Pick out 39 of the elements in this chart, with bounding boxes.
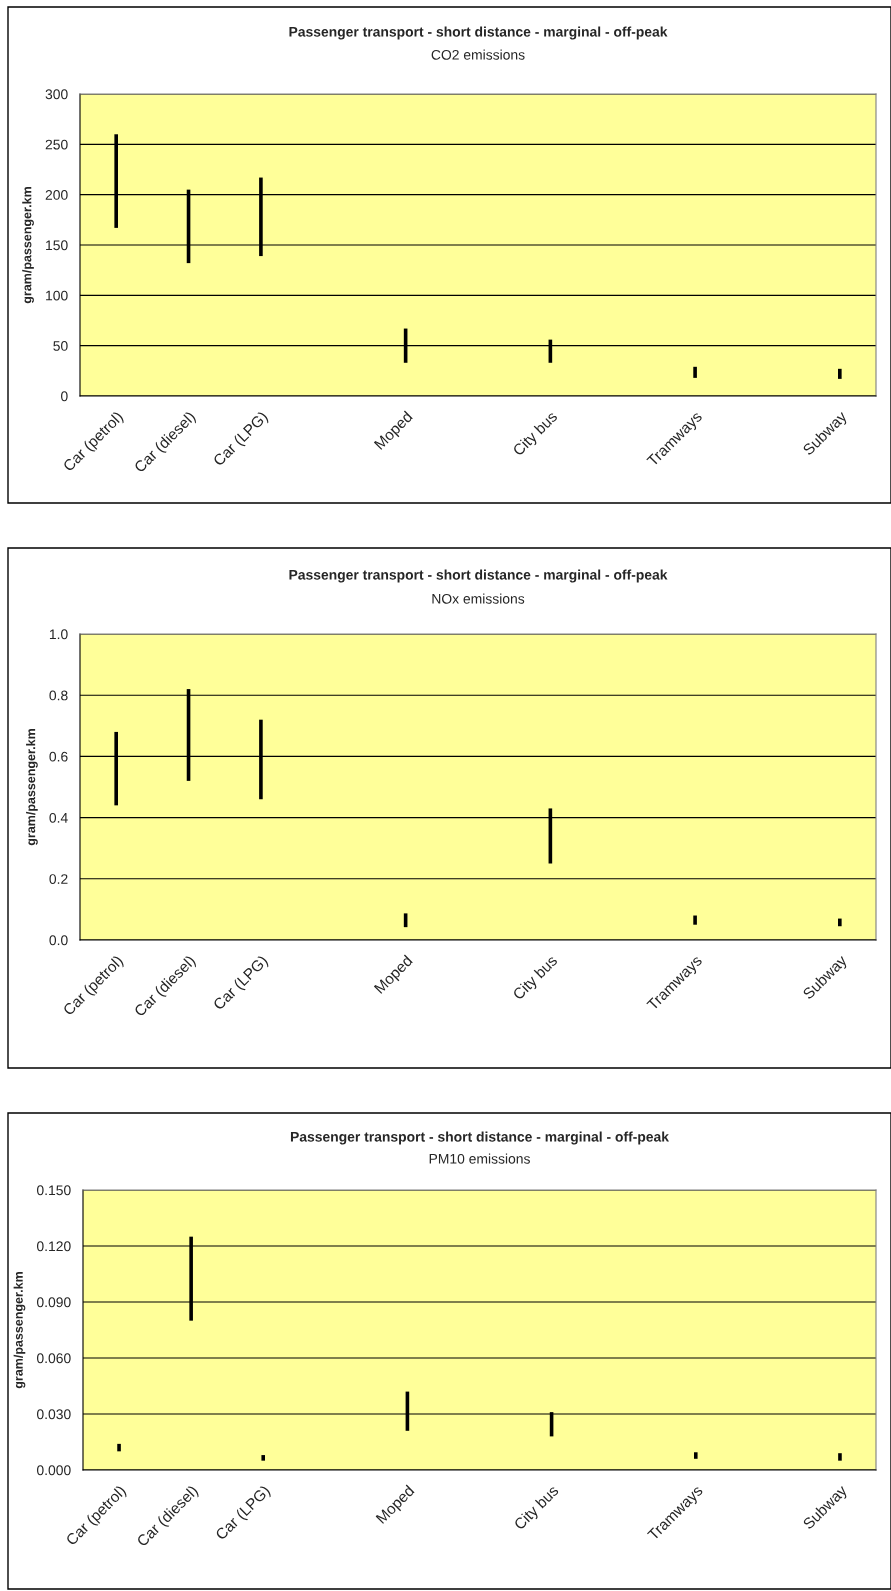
bar: [693, 1452, 698, 1459]
bar: [117, 1443, 121, 1452]
y-tick-label: 300: [45, 89, 68, 100]
bar: [261, 1455, 266, 1461]
y-tick-label: 0.060: [36, 1353, 71, 1364]
y-axis-title: gram/passenger.km: [26, 729, 38, 846]
y-tick-label: 0.090: [36, 1297, 71, 1308]
y-tick-label: 0.6: [49, 751, 68, 762]
y-tick-label: 0.2: [49, 874, 68, 884]
y-tick-label: 0.000: [36, 1465, 71, 1476]
y-axis-title: gram/passenger.km: [22, 187, 34, 304]
y-tick-label: 50: [53, 341, 68, 351]
x-tick-label: City bus: [511, 954, 561, 1003]
y-tick-label: 0.8: [49, 690, 68, 701]
x-tick-label: City bus: [511, 410, 561, 459]
bar: [693, 366, 697, 378]
bar: [838, 368, 842, 379]
chart-subtitle: PM10 emissions: [429, 1153, 530, 1164]
y-tick-label: 250: [45, 139, 68, 150]
bar: [838, 1453, 842, 1461]
y-tick-label: 0.150: [36, 1185, 71, 1196]
bar: [838, 918, 842, 927]
bar: [693, 915, 697, 925]
y-tick-label: 0.030: [36, 1409, 71, 1420]
y-tick-label: 100: [46, 290, 68, 301]
chart-subtitle: CO2 emissions: [431, 49, 525, 60]
y-tick-label: 150: [46, 240, 68, 251]
y-tick-label: 0.0: [49, 935, 68, 946]
y-tick-label: 0.120: [36, 1241, 71, 1252]
chart-title: Passenger transport - short distance - marginal - off-peak: [289, 569, 668, 583]
y-tick-label: 0: [61, 391, 68, 402]
y-axis-title: gram/passenger.km: [13, 1272, 26, 1389]
chart-title: Passenger transport - short distance - marginal - off-peak: [289, 26, 668, 40]
y-tick-label: 0.4: [49, 812, 68, 823]
x-tick-label: City bus: [513, 1484, 562, 1533]
y-tick-label: 1.0: [49, 629, 68, 640]
chart-subtitle: NOx emissions: [432, 593, 525, 604]
y-tick-label: 200: [45, 190, 68, 200]
chart-title: Passenger transport - short distance - marginal - off-peak: [290, 1131, 669, 1145]
